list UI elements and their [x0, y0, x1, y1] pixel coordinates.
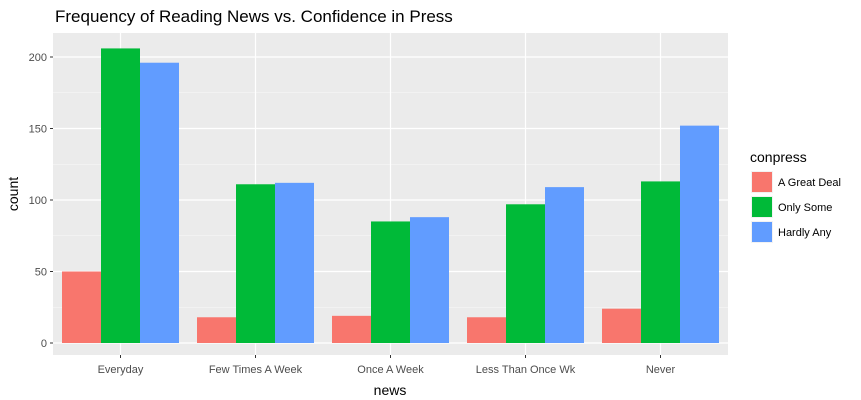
legend-label: Only Some: [778, 202, 832, 214]
y-tick-label: 150: [29, 124, 47, 136]
bar: [506, 204, 545, 343]
y-tick-label: 0: [41, 338, 47, 350]
bar: [275, 182, 314, 343]
bar: [62, 271, 101, 343]
x-tick-label: Few Times A Week: [209, 364, 303, 376]
bar: [197, 317, 236, 343]
x-axis-title: news: [374, 382, 407, 398]
bar: [641, 181, 680, 343]
bar: [236, 184, 275, 343]
x-tick-label: Never: [646, 364, 676, 376]
y-tick-label: 100: [29, 195, 47, 207]
bar: [332, 315, 371, 343]
bar: [680, 125, 719, 343]
legend-key: [752, 197, 772, 217]
chart-title: Frequency of Reading News vs. Confidence…: [55, 7, 453, 26]
legend-key: [752, 222, 772, 242]
bar: [140, 62, 179, 343]
legend-title: conpress: [750, 149, 807, 165]
bar: [410, 217, 449, 343]
bar: [602, 308, 641, 343]
bar: [545, 187, 584, 343]
x-tick-label: Less Than Once Wk: [476, 364, 576, 376]
bars: [62, 48, 719, 344]
y-axis: 0 50 100 150 200: [29, 52, 53, 350]
legend-key: [752, 172, 772, 192]
legend-label: A Great Deal: [778, 177, 841, 189]
y-tick-label: 200: [29, 52, 47, 64]
x-tick-label: Once A Week: [357, 364, 424, 376]
legend: conpress A Great Deal Only Some Hardly Any: [750, 149, 841, 243]
y-tick-label: 50: [35, 267, 47, 279]
x-tick-label: Everyday: [98, 364, 144, 376]
bar: [101, 48, 140, 344]
bar: [371, 221, 410, 343]
bar: [467, 317, 506, 343]
x-axis: Everyday Few Times A Week Once A Week Less …: [98, 355, 676, 376]
y-axis-title: count: [5, 177, 21, 211]
legend-label: Hardly Any: [778, 227, 832, 239]
